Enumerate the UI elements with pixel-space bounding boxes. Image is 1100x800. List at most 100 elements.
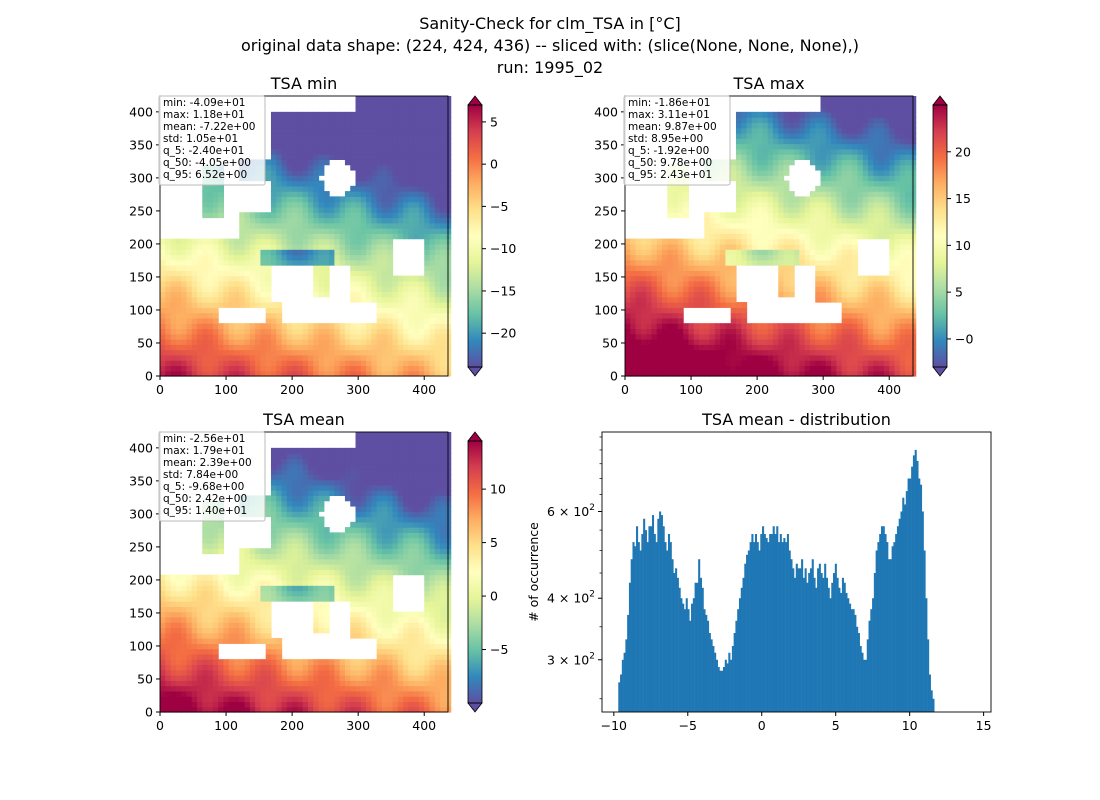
heatmap-cell <box>408 307 415 314</box>
heatmap-cell <box>223 344 230 351</box>
heatmap-cell <box>355 243 362 250</box>
heatmap-cell <box>852 354 859 361</box>
heatmap-cell <box>434 169 441 176</box>
heatmap-cell <box>846 354 853 361</box>
heatmap-cell <box>873 291 880 298</box>
heatmap-cell <box>677 238 684 245</box>
heatmap-cell <box>883 196 890 203</box>
heatmap-cell <box>799 196 806 203</box>
heatmap-cell <box>170 701 177 708</box>
heatmap-cell <box>313 164 320 171</box>
x-tick-label: 100 <box>214 382 238 397</box>
heatmap-cell <box>318 233 325 240</box>
heatmap-cell <box>889 117 896 124</box>
heatmap-cell <box>392 212 399 219</box>
heatmap-cell <box>313 365 320 372</box>
heatmap-cell <box>334 354 341 361</box>
heatmap-cell <box>894 286 901 293</box>
heatmap-cell <box>202 675 209 681</box>
heatmap-cell <box>175 323 182 330</box>
heatmap-cell <box>868 365 874 372</box>
heatmap-cell <box>725 222 732 229</box>
heatmap-cell <box>418 228 425 234</box>
heatmap-cell <box>434 648 441 655</box>
heatmap-cell <box>392 101 399 108</box>
heatmap-cell <box>820 328 827 335</box>
heatmap-cell <box>418 333 425 340</box>
heatmap-cell <box>836 212 843 219</box>
heatmap-cell <box>371 122 378 129</box>
heatmap-cell <box>625 365 631 372</box>
heatmap-cell <box>360 175 367 182</box>
heatmap-cell <box>191 270 198 277</box>
heatmap-cell <box>434 96 441 102</box>
heatmap-cell <box>783 117 790 124</box>
heatmap-cell <box>730 349 737 356</box>
heatmap-cell <box>667 185 674 192</box>
heatmap-cell <box>646 312 653 319</box>
heatmap-cell <box>376 191 383 197</box>
heatmap-cell <box>714 370 721 377</box>
heatmap-cell <box>318 286 325 293</box>
heatmap-cell <box>846 143 853 150</box>
heatmap-cell <box>799 233 806 240</box>
heatmap-cell <box>255 664 261 671</box>
heatmap-cell <box>181 349 188 356</box>
heatmap-cell <box>355 169 362 176</box>
heatmap-cell <box>899 154 906 160</box>
heatmap-cell <box>825 328 832 335</box>
heatmap-cell <box>429 270 436 277</box>
heatmap-cell <box>329 117 335 124</box>
heatmap-cell <box>350 659 357 666</box>
heatmap-cell <box>265 212 272 219</box>
heatmap-cell <box>424 653 431 660</box>
heatmap-cell <box>186 302 193 308</box>
heatmap-cell <box>424 685 431 692</box>
heatmap-cell <box>868 217 874 224</box>
heatmap-cell <box>704 254 711 261</box>
heatmap-cell <box>825 175 832 182</box>
heatmap-cell <box>899 349 906 356</box>
heatmap-cell <box>313 254 320 261</box>
heatmap-cell <box>883 344 890 351</box>
heatmap-cell <box>397 696 404 703</box>
heatmap-cell <box>836 354 843 361</box>
heatmap-cell <box>344 354 351 361</box>
heatmap-cell <box>387 138 394 145</box>
heatmap-cell <box>191 349 198 356</box>
heatmap-cell <box>440 127 446 134</box>
heatmap-cell <box>757 323 763 330</box>
heatmap-cell <box>307 669 314 676</box>
heatmap-cell <box>783 328 790 335</box>
heatmap-cell <box>656 365 663 372</box>
heatmap-cell <box>757 206 763 213</box>
heatmap-cell <box>297 143 304 150</box>
heatmap-cell <box>725 270 732 277</box>
heatmap-cell <box>846 196 853 203</box>
heatmap-cell <box>429 106 436 113</box>
heatmap-cell <box>270 675 277 681</box>
heatmap-cell <box>413 701 420 708</box>
heatmap-cell <box>366 138 372 145</box>
heatmap-cell <box>270 132 277 139</box>
heatmap-cell <box>720 259 726 266</box>
heatmap-cell <box>387 111 394 118</box>
heatmap-cell <box>831 291 837 298</box>
heatmap-cell <box>403 323 409 330</box>
heatmap-cell <box>429 328 436 335</box>
heatmap-cell <box>809 111 816 118</box>
heatmap-cell <box>196 286 203 293</box>
heatmap-cell <box>709 291 716 298</box>
heatmap-cell <box>408 360 415 367</box>
heatmap-cell <box>767 228 774 234</box>
heatmap-cell <box>329 701 335 708</box>
heatmap-cell <box>772 111 779 118</box>
heatmap-cell <box>170 249 177 256</box>
heatmap-cell <box>313 222 320 229</box>
heatmap-cell <box>202 643 209 650</box>
heatmap-cell <box>350 127 357 134</box>
heatmap-cell <box>730 312 737 319</box>
heatmap-cell <box>714 233 721 240</box>
heatmap-cell <box>783 196 790 203</box>
heatmap-cell <box>883 180 890 187</box>
